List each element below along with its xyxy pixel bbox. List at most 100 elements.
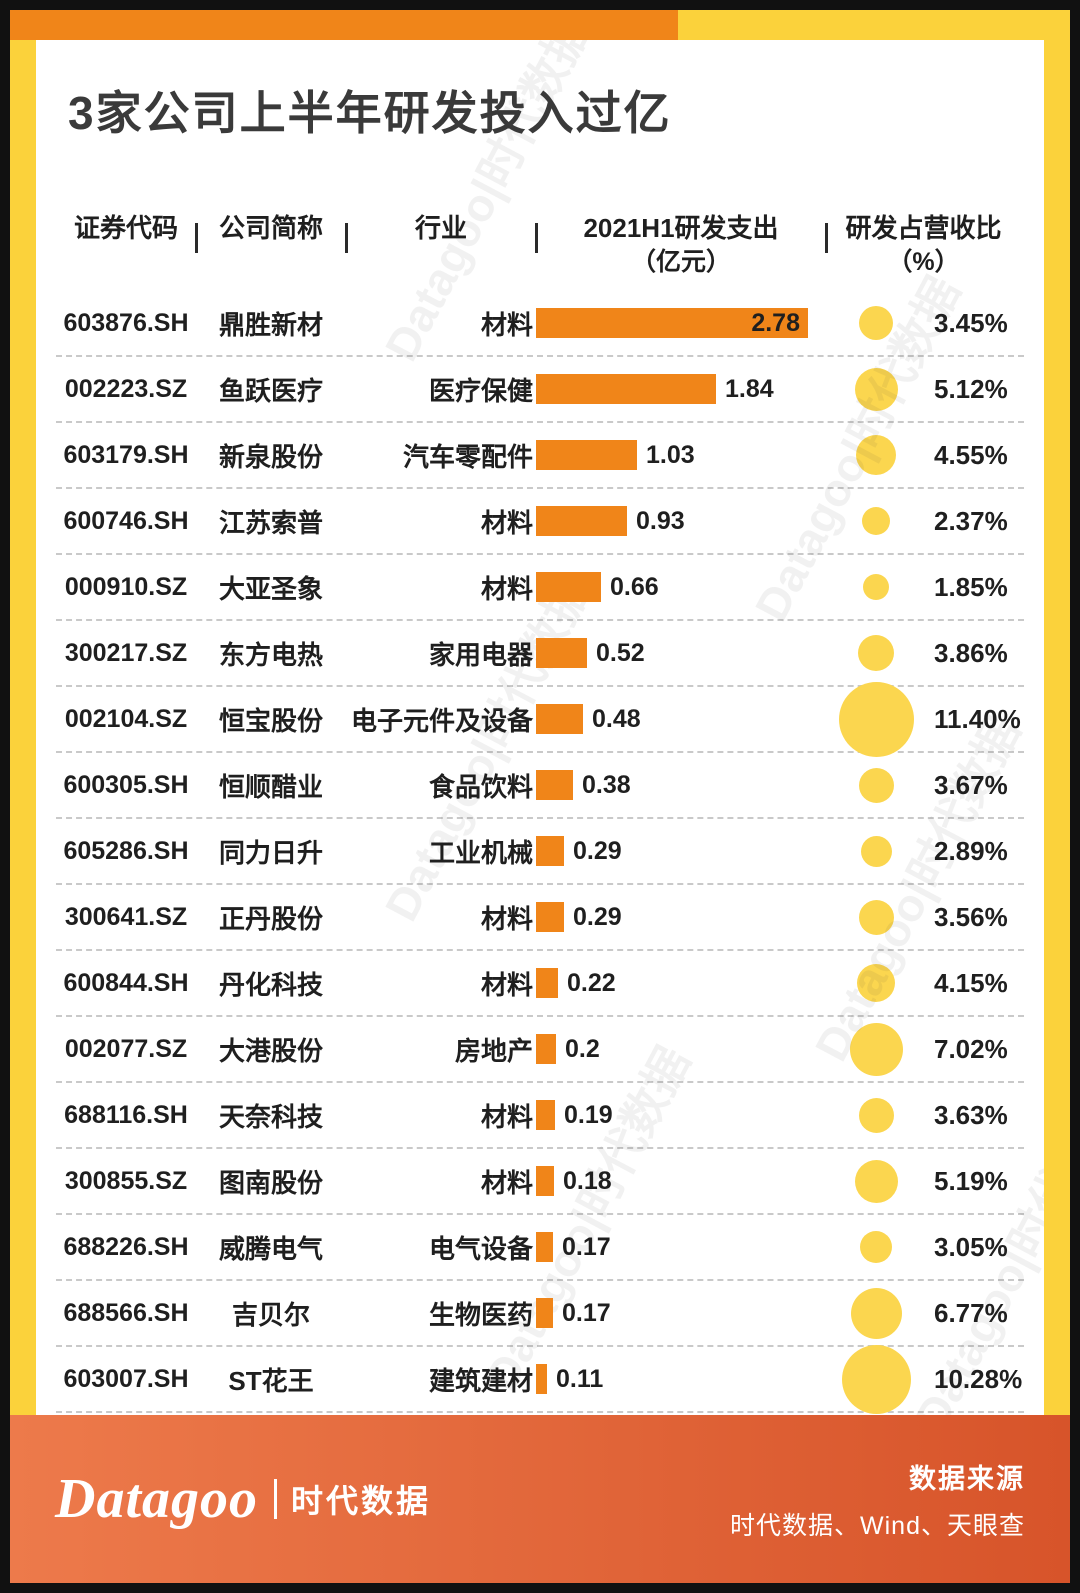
ratio-circle	[860, 835, 892, 867]
stock-code: 605286.SH	[63, 836, 189, 865]
ratio-value: 5.19%	[934, 1165, 1008, 1196]
company-name: 大港股份	[218, 1035, 323, 1066]
company-name: 江苏索普	[218, 507, 323, 538]
table-header: 证券代码 公司简称 行业 2021H1研发支出 （亿元） 研发占营收比 （%）	[56, 211, 1024, 279]
ratio-circle-zone	[826, 964, 926, 1002]
company-name: 图南股份	[218, 1167, 323, 1198]
ratio-circle-zone	[826, 1344, 926, 1414]
stock-code: 600305.SH	[63, 770, 189, 799]
company-name: 吉贝尔	[231, 1299, 310, 1330]
table-row: 000910.SZ 大亚圣象 材料 0.66 1.85%	[56, 555, 1024, 621]
industry: 工业机械	[428, 837, 533, 868]
ratio-circle	[858, 899, 894, 935]
company-name: 丹化科技	[218, 969, 323, 1000]
rd-bar	[536, 1166, 554, 1196]
industry: 建筑建材	[428, 1365, 533, 1396]
rd-value: 0.38	[582, 770, 631, 799]
ratio-circle-zone	[826, 435, 926, 475]
rd-bar-zone: 1.84	[536, 374, 826, 404]
ratio-value: 6.77%	[934, 1297, 1008, 1328]
table-body: 603876.SH 鼎胜新材 材料 2.78 3.45% 002223.SZ 鱼…	[56, 291, 1024, 1414]
footer: Datagoo 时代数据 数据来源 时代数据、Wind、天眼查	[10, 1415, 1070, 1583]
industry: 材料	[480, 969, 533, 1000]
ratio-circle-zone	[826, 835, 926, 867]
company-name: 威腾电气	[218, 1233, 323, 1264]
rd-bar-zone: 0.11	[536, 1364, 826, 1394]
ratio-value: 4.55%	[934, 439, 1008, 470]
ratio-circle	[856, 435, 896, 475]
rd-bar-zone: 0.19	[536, 1100, 826, 1130]
company-name: 大亚圣象	[218, 573, 323, 604]
table-row: 603007.SH ST花王 建筑建材 0.11 10.28%	[56, 1344, 1024, 1414]
ratio-circle	[862, 507, 890, 535]
table-row: 300217.SZ 东方电热 家用电器 0.52 3.86%	[56, 621, 1024, 687]
ratio-circle-zone	[826, 306, 926, 340]
ratio-circle-zone	[826, 574, 926, 600]
stock-code: 300855.SZ	[64, 1166, 188, 1195]
rd-bar-zone: 0.93	[536, 506, 826, 536]
rd-value: 2.78	[751, 308, 800, 337]
table-row: 600746.SH 江苏索普 材料 0.93 2.37%	[56, 489, 1024, 555]
rd-value: 0.19	[564, 1100, 613, 1129]
page-title: 3家公司上半年研发投入过亿	[68, 87, 672, 139]
table-row: 603179.SH 新泉股份 汽车零配件 1.03 4.55%	[56, 423, 1024, 489]
industry: 汽车零配件	[402, 441, 533, 472]
industry: 房地产	[454, 1035, 533, 1066]
stock-code: 300641.SZ	[64, 902, 188, 931]
company-name: ST花王	[228, 1365, 314, 1396]
ratio-circle-zone	[826, 1231, 926, 1263]
table-row: 002223.SZ 鱼跃医疗 医疗保健 1.84 5.12%	[56, 357, 1024, 423]
stock-code: 002104.SZ	[64, 704, 188, 733]
ratio-value: 10.28%	[934, 1363, 1023, 1394]
rd-bar-zone: 0.22	[536, 968, 826, 998]
ratio-value: 2.37%	[934, 505, 1008, 536]
ratio-circle	[857, 964, 895, 1002]
data-source-title: 数据来源	[909, 1463, 1025, 1494]
rd-value: 1.84	[725, 374, 774, 403]
ratio-circle	[860, 1231, 892, 1263]
industry: 生物医药	[428, 1299, 533, 1330]
logo-cn: 时代数据	[291, 1483, 432, 1519]
company-name: 正丹股份	[218, 903, 323, 934]
table-row: 600305.SH 恒顺醋业 食品饮料 0.38 3.67%	[56, 753, 1024, 819]
ratio-circle	[858, 1097, 894, 1133]
rd-value: 0.17	[562, 1298, 611, 1327]
industry: 材料	[480, 1167, 533, 1198]
ratio-circle	[854, 1159, 898, 1203]
rd-bar	[536, 770, 573, 800]
table-row: 300855.SZ 图南股份 材料 0.18 5.19%	[56, 1149, 1024, 1215]
rd-bar	[536, 440, 637, 470]
rd-bar-zone: 0.2	[536, 1034, 826, 1064]
ratio-circle	[841, 1344, 911, 1414]
rd-bar-zone: 0.38	[536, 770, 826, 800]
ratio-circle	[858, 767, 894, 803]
rd-value: 0.66	[610, 572, 659, 601]
company-name: 同力日升	[218, 837, 323, 868]
company-name: 鱼跃医疗	[218, 375, 323, 406]
stock-code: 600844.SH	[63, 968, 189, 997]
ratio-value: 3.86%	[934, 637, 1008, 668]
rd-value: 0.2	[565, 1034, 600, 1063]
rd-bar	[536, 1100, 555, 1130]
header-stock-code: 证券代码	[73, 213, 178, 243]
table-row: 300641.SZ 正丹股份 材料 0.29 3.56%	[56, 885, 1024, 951]
stock-code: 002223.SZ	[64, 374, 188, 403]
rd-value: 0.17	[562, 1232, 611, 1261]
ratio-circle-zone	[826, 899, 926, 935]
rd-bar	[536, 374, 716, 404]
company-name: 鼎胜新材	[218, 309, 323, 340]
stock-code: 600746.SH	[63, 506, 189, 535]
ratio-circle-zone	[826, 1159, 926, 1203]
stock-code: 603876.SH	[63, 308, 189, 337]
industry: 电气设备	[428, 1233, 533, 1264]
ratio-circle	[838, 681, 914, 757]
table-row: 002104.SZ 恒宝股份 电子元件及设备 0.48 11.40%	[56, 681, 1024, 757]
ratio-circle	[849, 1022, 903, 1076]
ratio-value: 3.05%	[934, 1231, 1008, 1262]
rd-bar	[536, 1034, 556, 1064]
ratio-circle-zone	[826, 635, 926, 671]
table-row: 603876.SH 鼎胜新材 材料 2.78 3.45%	[56, 291, 1024, 357]
ratio-value: 2.89%	[934, 835, 1008, 866]
company-name: 恒宝股份	[218, 705, 323, 736]
stock-code: 000910.SZ	[64, 572, 188, 601]
